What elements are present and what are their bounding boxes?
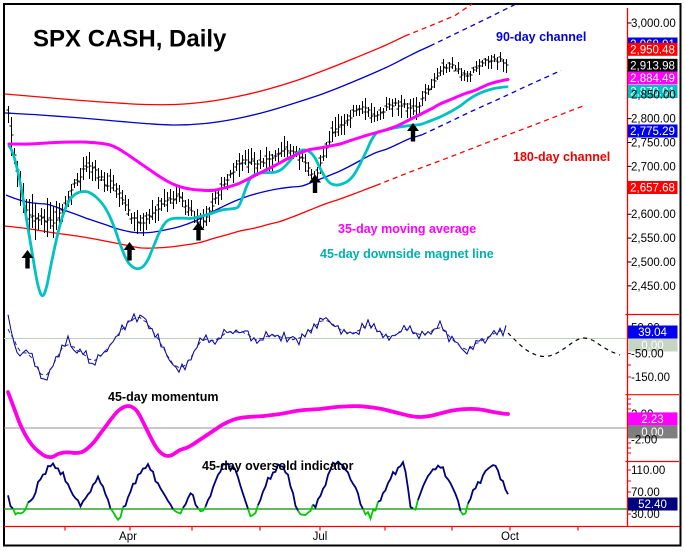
svg-text:-150.00: -150.00 bbox=[631, 372, 670, 384]
svg-text:Jul: Jul bbox=[313, 531, 328, 543]
svg-text:2,750.00: 2,750.00 bbox=[631, 138, 676, 150]
svg-text:Oct: Oct bbox=[501, 531, 520, 543]
svg-text:90-day channel: 90-day channel bbox=[496, 30, 586, 44]
svg-text:70.00: 70.00 bbox=[631, 487, 660, 499]
svg-text:45-day oversold indicator: 45-day oversold indicator bbox=[202, 459, 354, 473]
svg-text:2,657.68: 2,657.68 bbox=[630, 183, 675, 195]
svg-text:2,913.98: 2,913.98 bbox=[630, 60, 675, 72]
svg-text:45-day downside magnet line: 45-day downside magnet line bbox=[320, 247, 494, 261]
svg-text:2,884.49: 2,884.49 bbox=[630, 73, 675, 85]
svg-text:2,550.00: 2,550.00 bbox=[631, 233, 676, 245]
svg-text:2,450.00: 2,450.00 bbox=[631, 281, 676, 293]
svg-text:0.00: 0.00 bbox=[641, 427, 663, 439]
svg-text:2,870.01: 2,870.01 bbox=[630, 87, 675, 99]
svg-text:110.00: 110.00 bbox=[631, 465, 665, 477]
svg-text:2,500.00: 2,500.00 bbox=[631, 257, 676, 269]
svg-text:-50.00: -50.00 bbox=[631, 349, 664, 361]
svg-text:3,000.00: 3,000.00 bbox=[631, 18, 676, 30]
svg-text:45-day momentum: 45-day momentum bbox=[108, 390, 218, 404]
svg-text:SPX CASH, Daily: SPX CASH, Daily bbox=[33, 26, 227, 53]
svg-text:52.40: 52.40 bbox=[638, 499, 667, 511]
svg-text:0.00: 0.00 bbox=[641, 340, 663, 352]
svg-text:-2.00: -2.00 bbox=[631, 435, 657, 447]
svg-text:2,850.00: 2,850.00 bbox=[631, 90, 676, 102]
svg-text:35-day moving average: 35-day moving average bbox=[338, 222, 476, 236]
svg-text:2,950.48: 2,950.48 bbox=[630, 44, 675, 56]
svg-text:30.00: 30.00 bbox=[631, 509, 660, 521]
svg-text:2.23: 2.23 bbox=[641, 414, 663, 426]
svg-text:2,800.00: 2,800.00 bbox=[631, 114, 676, 126]
svg-text:2,700.00: 2,700.00 bbox=[631, 161, 676, 173]
svg-text:39.04: 39.04 bbox=[638, 327, 667, 339]
svg-text:180-day channel: 180-day channel bbox=[513, 150, 610, 164]
svg-text:2,600.00: 2,600.00 bbox=[631, 209, 676, 221]
svg-text:2,775.29: 2,775.29 bbox=[630, 126, 675, 138]
svg-text:Apr: Apr bbox=[119, 531, 137, 543]
